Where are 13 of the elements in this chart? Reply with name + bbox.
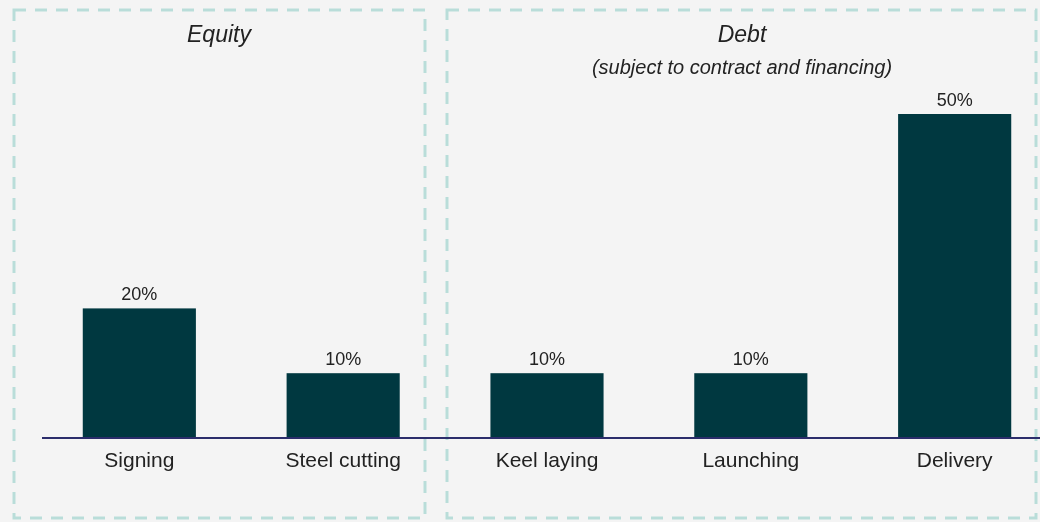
x-tick-label: Launching bbox=[702, 447, 800, 471]
data-label: 50% bbox=[936, 90, 973, 110]
x-tick-label: Steel cutting bbox=[285, 447, 401, 471]
data-label: 10% bbox=[528, 349, 566, 370]
x-tick-label: Keel laying bbox=[495, 447, 599, 471]
x-tick-label: Delivery bbox=[916, 447, 994, 471]
data-label: 20% bbox=[121, 284, 158, 305]
text: Debt bbox=[717, 21, 768, 47]
data-label: 10% bbox=[732, 349, 769, 370]
x-tick-label: Signing bbox=[104, 447, 175, 471]
text: (subject to contract and financing) bbox=[591, 56, 893, 78]
data-label: 10% bbox=[325, 349, 362, 370]
text: Equity bbox=[187, 21, 253, 47]
